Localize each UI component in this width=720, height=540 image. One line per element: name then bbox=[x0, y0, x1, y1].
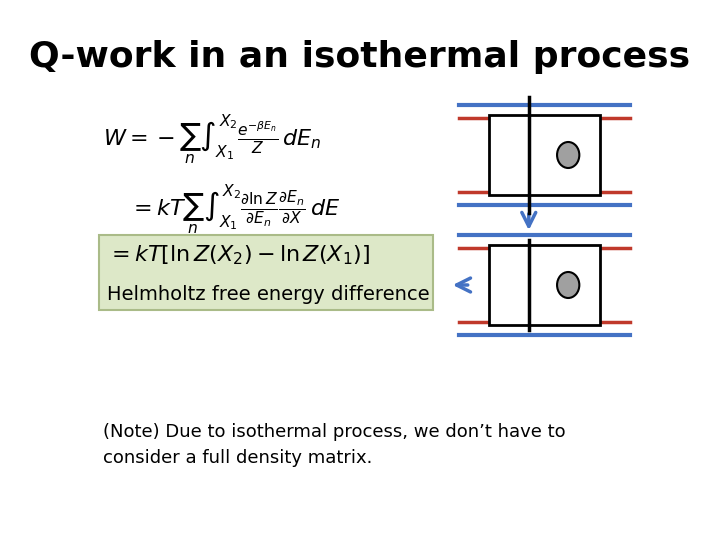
Bar bbox=[488, 115, 600, 195]
Text: Q-work in an isothermal process: Q-work in an isothermal process bbox=[30, 40, 690, 74]
Circle shape bbox=[557, 272, 580, 298]
Bar bbox=[488, 245, 600, 325]
Text: $= kT\left[\ln Z(X_2) - \ln Z(X_1)\right]$: $= kT\left[\ln Z(X_2) - \ln Z(X_1)\right… bbox=[107, 243, 370, 267]
Text: (Note) Due to isothermal process, we don’t have to
consider a full density matri: (Note) Due to isothermal process, we don… bbox=[103, 423, 566, 467]
Text: $= kT\sum_{n}\int_{X_1}^{X_2} \frac{\partial \ln Z}{\partial E_n} \frac{\partial: $= kT\sum_{n}\int_{X_1}^{X_2} \frac{\par… bbox=[129, 183, 340, 237]
Circle shape bbox=[557, 142, 580, 168]
FancyBboxPatch shape bbox=[99, 235, 433, 310]
Text: Helmholtz free energy difference: Helmholtz free energy difference bbox=[107, 286, 430, 305]
Text: $W = -\sum_{n}\int_{X_1}^{X_2} \frac{e^{-\beta E_n}}{Z}\, dE_n$: $W = -\sum_{n}\int_{X_1}^{X_2} \frac{e^{… bbox=[103, 113, 321, 167]
